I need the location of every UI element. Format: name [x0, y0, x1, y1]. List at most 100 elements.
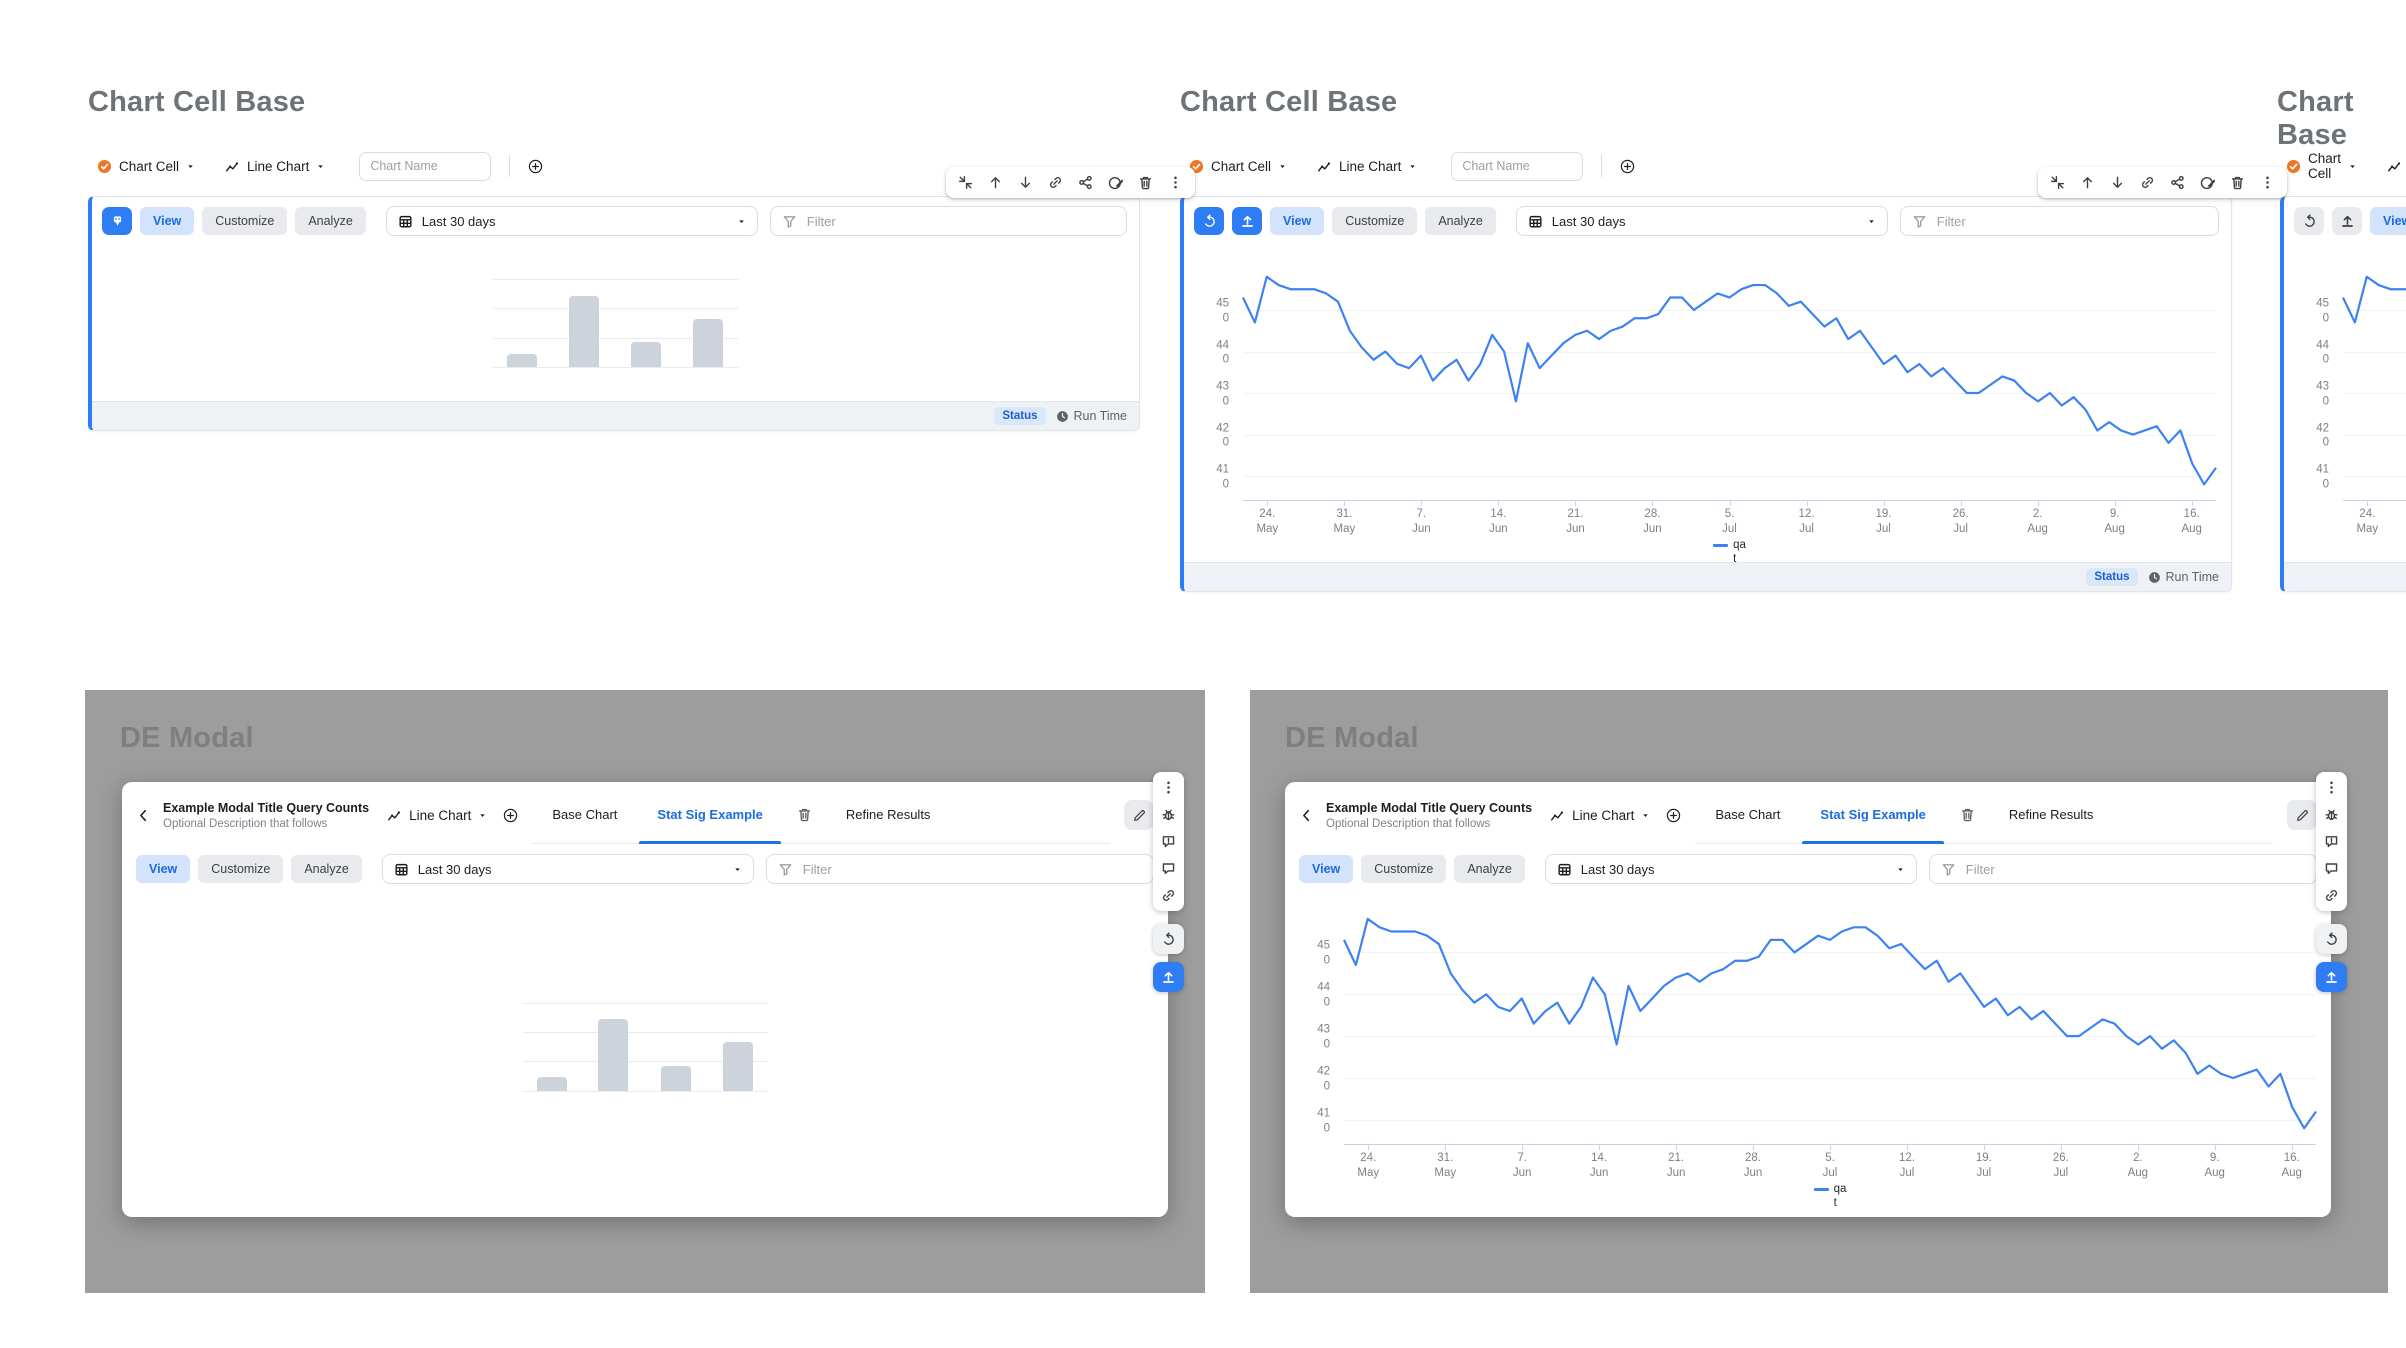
annotate-icon[interactable] [2200, 175, 2215, 190]
kebab-menu-icon[interactable] [1161, 780, 1176, 795]
back-button[interactable] [1299, 808, 1314, 823]
edit-button[interactable] [2287, 800, 2317, 830]
date-range-select[interactable]: Last 30 days [381, 854, 754, 884]
collapse-icon[interactable] [958, 175, 973, 190]
filter-box[interactable] [769, 206, 1127, 236]
refresh-button[interactable] [1153, 924, 1184, 954]
move-up-icon[interactable] [2080, 175, 2095, 190]
move-up-icon[interactable] [988, 175, 1003, 190]
plug-button[interactable] [102, 207, 132, 235]
x-tick-label: 16. Aug [2281, 1152, 2302, 1179]
kebab-menu-icon[interactable] [2324, 780, 2339, 795]
view-button[interactable]: View [2370, 207, 2406, 235]
trash-icon[interactable] [1946, 807, 1989, 822]
trash-icon[interactable] [1138, 175, 1153, 190]
feedback-icon[interactable] [2324, 834, 2339, 849]
cell-type-dropdown[interactable]: Chart Cell [1189, 159, 1287, 174]
tab-stat-sig[interactable]: Stat Sig Example [637, 786, 782, 844]
placeholder-bar [507, 353, 538, 367]
cell-config-row: Chart Cell Line Chart [2286, 151, 2406, 181]
axis-tick [2191, 501, 2193, 506]
cell-type-dropdown[interactable]: Chart Cell [97, 159, 195, 174]
tab-base-chart[interactable]: Base Chart [1715, 807, 1781, 822]
refresh-button[interactable] [2316, 924, 2347, 954]
axis-tick [1421, 501, 1423, 506]
customize-button[interactable]: Customize [1361, 855, 1447, 883]
add-icon[interactable] [503, 808, 518, 823]
gridline [1243, 434, 2216, 436]
comment-icon[interactable] [2324, 861, 2339, 876]
link-icon[interactable] [1161, 888, 1176, 903]
move-down-icon[interactable] [1018, 175, 1033, 190]
trash-icon[interactable] [2230, 175, 2245, 190]
customize-button[interactable]: Customize [198, 855, 284, 883]
x-tick-label: 12. Jul [1798, 508, 1815, 535]
chevron-down-icon [737, 217, 746, 226]
filter-input[interactable] [1934, 212, 2207, 230]
annotate-icon[interactable] [1108, 175, 1123, 190]
filter-input[interactable] [804, 212, 1115, 230]
edit-button[interactable] [1124, 800, 1154, 830]
plot-area [2343, 256, 2406, 506]
upload-button[interactable] [2332, 207, 2362, 235]
link-icon[interactable] [2140, 175, 2155, 190]
chart-name-input[interactable] [359, 151, 492, 181]
upload-button[interactable] [1232, 207, 1262, 235]
modal-header: Example Modal Title Query Counts Optiona… [122, 782, 1168, 844]
analyze-button[interactable]: Analyze [291, 855, 362, 883]
view-button[interactable]: View [1270, 207, 1325, 235]
chart-type-dropdown[interactable]: Line Chart [2387, 151, 2406, 181]
share-icon[interactable] [2170, 175, 2185, 190]
kebab-menu-icon[interactable] [2260, 175, 2275, 190]
modal-side-toolbar [1153, 772, 1184, 911]
analyze-button[interactable]: Analyze [1425, 207, 1496, 235]
bug-icon[interactable] [1161, 807, 1176, 822]
link-icon[interactable] [2324, 888, 2339, 903]
chart-type-dropdown[interactable]: Line Chart [387, 808, 487, 823]
refresh-button[interactable] [1194, 207, 1224, 235]
y-tick-label: 43 0 [2316, 380, 2329, 408]
analyze-button[interactable]: Analyze [295, 207, 366, 235]
filter-input[interactable] [1963, 860, 2305, 878]
gridline [493, 337, 738, 339]
add-icon[interactable] [1620, 159, 1635, 174]
customize-button[interactable]: Customize [1332, 207, 1418, 235]
chart-type-dropdown[interactable]: Line Chart [1550, 808, 1650, 823]
bug-icon[interactable] [2324, 807, 2339, 822]
view-button[interactable]: View [136, 855, 191, 883]
chart-name-input[interactable] [1451, 151, 1584, 181]
view-button[interactable]: View [140, 207, 195, 235]
placeholder-bar [568, 295, 599, 367]
date-range-select[interactable]: Last 30 days [1544, 854, 1917, 884]
filter-box[interactable] [765, 854, 1154, 884]
filter-box[interactable] [1928, 854, 2317, 884]
tab-stat-sig[interactable]: Stat Sig Example [1800, 786, 1945, 844]
share-icon[interactable] [1078, 175, 1093, 190]
cell-type-dropdown[interactable]: Chart Cell [2286, 151, 2357, 181]
kebab-menu-icon[interactable] [1168, 175, 1183, 190]
collapse-icon[interactable] [2050, 175, 2065, 190]
filter-input[interactable] [800, 860, 1142, 878]
analyze-button[interactable]: Analyze [1454, 855, 1525, 883]
chart-type-dropdown[interactable]: Line Chart [225, 159, 325, 174]
comment-icon[interactable] [1161, 861, 1176, 876]
date-range-select[interactable]: Last 30 days [385, 206, 758, 236]
tab-refine-results[interactable]: Refine Results [2008, 807, 2094, 822]
tab-base-chart[interactable]: Base Chart [552, 807, 618, 822]
refresh-button[interactable] [2294, 207, 2324, 235]
feedback-icon[interactable] [1161, 834, 1176, 849]
move-down-icon[interactable] [2110, 175, 2125, 190]
add-icon[interactable] [528, 159, 543, 174]
view-button[interactable]: View [1299, 855, 1354, 883]
upload-button[interactable] [1153, 962, 1184, 992]
date-range-select[interactable]: Last 30 days [1515, 206, 1888, 236]
upload-button[interactable] [2316, 962, 2347, 992]
filter-box[interactable] [1899, 206, 2219, 236]
add-icon[interactable] [1666, 808, 1681, 823]
back-button[interactable] [136, 808, 151, 823]
trash-icon[interactable] [783, 807, 826, 822]
link-icon[interactable] [1048, 175, 1063, 190]
chart-type-dropdown[interactable]: Line Chart [1317, 159, 1417, 174]
tab-refine-results[interactable]: Refine Results [845, 807, 931, 822]
customize-button[interactable]: Customize [202, 207, 288, 235]
